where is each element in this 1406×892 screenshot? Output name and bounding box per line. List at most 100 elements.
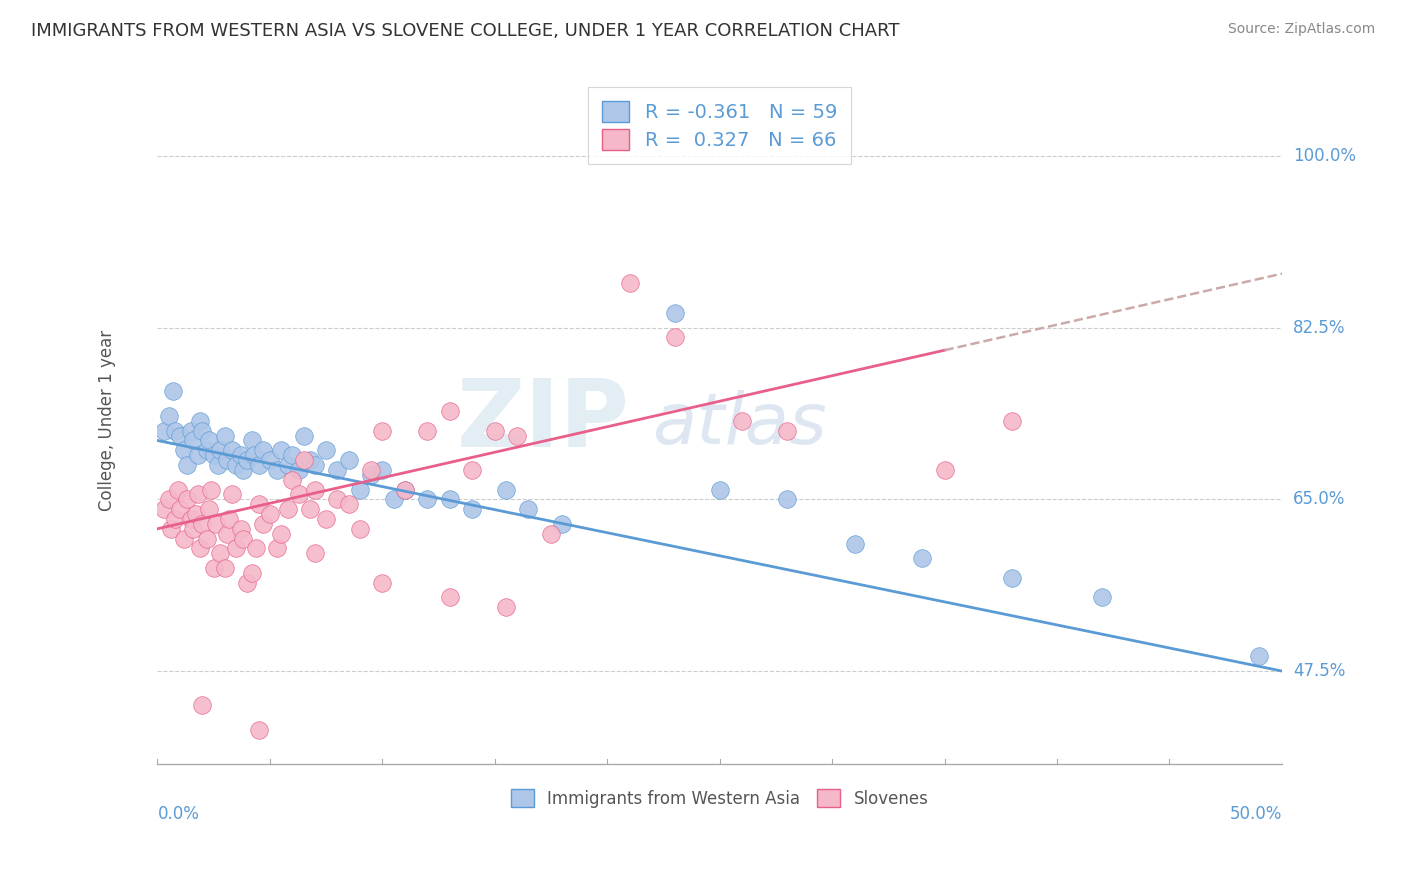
Point — [461, 463, 484, 477]
Point — [461, 502, 484, 516]
Point — [236, 575, 259, 590]
Point — [776, 424, 799, 438]
Point — [664, 306, 686, 320]
Point — [416, 492, 439, 507]
Point — [288, 487, 311, 501]
Point — [495, 483, 517, 497]
Point — [844, 536, 866, 550]
Point — [506, 428, 529, 442]
Point — [157, 409, 180, 423]
Point — [188, 541, 211, 556]
Point — [349, 522, 371, 536]
Point — [209, 443, 232, 458]
Text: 82.5%: 82.5% — [1294, 318, 1346, 336]
Point — [266, 463, 288, 477]
Point — [247, 497, 270, 511]
Point — [371, 575, 394, 590]
Point — [195, 443, 218, 458]
Point — [232, 463, 254, 477]
Text: 0.0%: 0.0% — [157, 805, 200, 823]
Point — [221, 487, 243, 501]
Point — [259, 507, 281, 521]
Point — [214, 428, 236, 442]
Text: atlas: atlas — [652, 390, 827, 458]
Point — [205, 516, 228, 531]
Point — [1249, 649, 1271, 664]
Point — [207, 458, 229, 472]
Point — [304, 483, 326, 497]
Point — [934, 463, 956, 477]
Point — [214, 561, 236, 575]
Point — [202, 448, 225, 462]
Point — [619, 277, 641, 291]
Point — [776, 492, 799, 507]
Point — [337, 497, 360, 511]
Point — [277, 458, 299, 472]
Point — [731, 414, 754, 428]
Text: 100.0%: 100.0% — [1294, 147, 1357, 165]
Point — [292, 428, 315, 442]
Point — [218, 512, 240, 526]
Point — [217, 453, 239, 467]
Point — [1091, 591, 1114, 605]
Point — [266, 541, 288, 556]
Point — [236, 453, 259, 467]
Point — [439, 591, 461, 605]
Point — [245, 541, 267, 556]
Point — [382, 492, 405, 507]
Point — [176, 492, 198, 507]
Text: College, Under 1 year: College, Under 1 year — [98, 330, 115, 511]
Point — [229, 448, 252, 462]
Point — [281, 448, 304, 462]
Point — [247, 458, 270, 472]
Point — [270, 526, 292, 541]
Point — [664, 330, 686, 344]
Point — [191, 516, 214, 531]
Point — [252, 516, 274, 531]
Point — [209, 546, 232, 560]
Point — [195, 532, 218, 546]
Point — [252, 443, 274, 458]
Point — [517, 502, 540, 516]
Point — [232, 532, 254, 546]
Point — [243, 448, 266, 462]
Point — [911, 551, 934, 566]
Point — [240, 566, 263, 580]
Point — [326, 463, 349, 477]
Point — [165, 512, 187, 526]
Point — [169, 428, 191, 442]
Point — [225, 541, 247, 556]
Text: 50.0%: 50.0% — [1230, 805, 1282, 823]
Point — [299, 502, 322, 516]
Text: IMMIGRANTS FROM WESTERN ASIA VS SLOVENE COLLEGE, UNDER 1 YEAR CORRELATION CHART: IMMIGRANTS FROM WESTERN ASIA VS SLOVENE … — [31, 22, 900, 40]
Point — [187, 487, 209, 501]
Point — [198, 502, 221, 516]
Point — [416, 424, 439, 438]
Point — [183, 522, 205, 536]
Point — [202, 561, 225, 575]
Point — [180, 424, 202, 438]
Point — [229, 522, 252, 536]
Point — [162, 384, 184, 399]
Point — [160, 522, 183, 536]
Point — [551, 516, 574, 531]
Point — [200, 483, 222, 497]
Point — [225, 458, 247, 472]
Text: ZIP: ZIP — [457, 375, 630, 467]
Point — [484, 424, 506, 438]
Text: Source: ZipAtlas.com: Source: ZipAtlas.com — [1227, 22, 1375, 37]
Point — [183, 434, 205, 448]
Point — [221, 443, 243, 458]
Legend: Immigrants from Western Asia, Slovenes: Immigrants from Western Asia, Slovenes — [501, 779, 939, 818]
Point — [304, 458, 326, 472]
Point — [299, 453, 322, 467]
Point — [259, 453, 281, 467]
Point — [709, 483, 731, 497]
Point — [371, 424, 394, 438]
Point — [304, 546, 326, 560]
Point — [1001, 571, 1024, 585]
Point — [360, 463, 382, 477]
Point — [184, 507, 207, 521]
Point — [166, 483, 188, 497]
Point — [439, 492, 461, 507]
